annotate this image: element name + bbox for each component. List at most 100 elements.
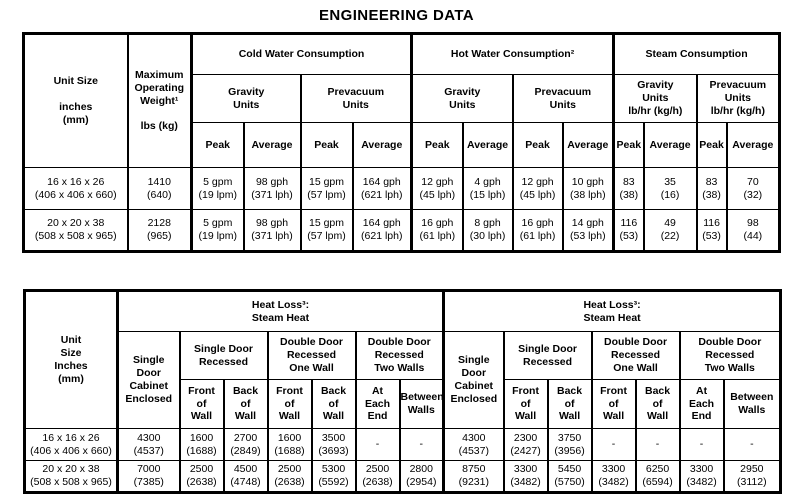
- double-door-recessed-two-walls-header: Double Door Recessed Two Walls: [354, 331, 445, 380]
- average-header: Average: [242, 122, 302, 168]
- data-cell: 10 gph (38 lph): [561, 167, 615, 210]
- heat-loss-table-row: 16 x 16 x 26 (406 x 406 x 660) 4300 (453…: [23, 428, 782, 461]
- hot-gravity-units-header: Gravity Units: [410, 74, 514, 123]
- data-cell: 16 gph (61 lph): [511, 209, 564, 252]
- data-cell: 2500 (2638): [354, 460, 401, 493]
- data-cell: 98 (44): [725, 209, 781, 252]
- data-cell: 164 gph (621 lph): [351, 167, 413, 210]
- data-cell: 83 (38): [695, 167, 728, 210]
- data-cell: 4 gph (15 lph): [461, 167, 514, 210]
- steam-consumption-header: Steam Consumption: [612, 33, 781, 75]
- data-cell: 8 gph (30 lph): [461, 209, 514, 252]
- unit-size-cell: 20 x 20 x 38 (508 x 508 x 965): [22, 209, 129, 252]
- back-of-wall-header: Back of Wall: [222, 379, 269, 429]
- data-cell: -: [398, 428, 445, 461]
- data-cell: 1600 (1688): [178, 428, 225, 461]
- unit-size-cell: 16 x 16 x 26 (406 x 406 x 660): [22, 167, 129, 210]
- data-cell: 3300 (3482): [590, 460, 637, 493]
- weight-cell: 2128 (965): [126, 209, 193, 252]
- data-cell: 83 (38): [612, 167, 645, 210]
- heat-loss-header-row-groups: Unit Size Inches (mm) Heat Loss³: Steam …: [23, 290, 782, 429]
- peak-header: Peak: [410, 122, 464, 168]
- data-cell: 16 gph (61 lph): [410, 209, 464, 252]
- heat-loss-table: Unit Size Inches (mm) Heat Loss³: Steam …: [23, 289, 783, 494]
- back-of-wall-header: Back of Wall: [634, 379, 681, 429]
- data-cell: 116 (53): [695, 209, 728, 252]
- unit-size-column-header: Unit Size Inches (mm): [23, 290, 119, 429]
- data-cell: -: [678, 428, 725, 461]
- data-cell: 2300 (2427): [502, 428, 549, 461]
- data-cell: 5300 (5592): [310, 460, 357, 493]
- average-header: Average: [351, 122, 413, 168]
- heat-loss-header-row-leaf: Front of Wall Back of Wall Front of Wall…: [25, 379, 782, 429]
- data-cell: 3750 (3956): [546, 428, 593, 461]
- data-cell: 15 gpm (57 lpm): [299, 167, 354, 210]
- single-door-recessed-header: Single Door Recessed: [178, 331, 269, 380]
- hot-prevacuum-units-header: Prevacuum Units: [511, 74, 615, 123]
- data-cell: 2950 (3112): [722, 460, 782, 493]
- data-cell: -: [354, 428, 401, 461]
- consumption-table-row: 20 x 20 x 38 (508 x 508 x 965) 2128 (965…: [22, 209, 781, 252]
- data-cell: 116 (53): [612, 209, 645, 252]
- max-operating-weight-header: Maximum Operating Weight¹ lbs (kg): [126, 33, 193, 168]
- data-cell: 2800 (2954): [398, 460, 445, 493]
- double-door-recessed-one-wall-header: Double Door Recessed One Wall: [266, 331, 357, 380]
- data-cell: 15 gpm (57 lpm): [299, 209, 354, 252]
- data-cell: 98 gph (371 lph): [242, 209, 302, 252]
- consumption-table-row: 16 x 16 x 26 (406 x 406 x 660) 1410 (640…: [22, 167, 781, 210]
- single-door-recessed-header: Single Door Recessed: [502, 331, 593, 380]
- between-walls-header: Between Walls: [398, 379, 445, 429]
- cold-water-consumption-header: Cold Water Consumption: [189, 33, 413, 75]
- data-cell: 3300 (3482): [678, 460, 725, 493]
- peak-header: Peak: [511, 122, 564, 168]
- average-header: Average: [725, 122, 781, 168]
- data-cell: 35 (16): [642, 167, 698, 210]
- peak-header: Peak: [299, 122, 354, 168]
- double-door-recessed-two-walls-header: Double Door Recessed Two Walls: [678, 331, 782, 380]
- data-cell: -: [634, 428, 681, 461]
- data-cell: 5 gpm (19 lpm): [190, 167, 245, 210]
- peak-header: Peak: [695, 122, 728, 168]
- heat-loss-header-row-subgroups: Single Door Cabinet Enclosed Single Door…: [25, 331, 782, 429]
- heat-loss-table-row: 20 x 20 x 38 (508 x 508 x 965) 7000 (738…: [23, 460, 782, 493]
- single-door-cabinet-enclosed-header: Single Door Cabinet Enclosed: [116, 331, 181, 429]
- peak-header: Peak: [612, 122, 645, 168]
- back-of-wall-header: Back of Wall: [546, 379, 593, 429]
- data-cell: 3500 (3693): [310, 428, 357, 461]
- unit-size-cell: 20 x 20 x 38 (508 x 508 x 965): [23, 460, 119, 493]
- front-of-wall-header: Front of Wall: [178, 379, 225, 429]
- unit-size-cell: 16 x 16 x 26 (406 x 406 x 660): [23, 428, 119, 461]
- data-cell: 8750 (9231): [442, 460, 505, 493]
- data-cell: 1600 (1688): [266, 428, 313, 461]
- unit-size-column-header: Unit Size inches (mm): [22, 33, 129, 168]
- data-cell: 4300 (4537): [116, 428, 181, 461]
- back-of-wall-header: Back of Wall: [310, 379, 357, 429]
- between-walls-header: Between Walls: [722, 379, 782, 429]
- data-cell: 2700 (2849): [222, 428, 269, 461]
- data-cell: 12 gph (45 lph): [511, 167, 564, 210]
- cold-gravity-units-header: Gravity Units: [190, 74, 302, 123]
- at-each-end-header: At Each End: [678, 379, 725, 429]
- weight-cell: 1410 (640): [126, 167, 193, 210]
- average-header: Average: [461, 122, 514, 168]
- heat-loss-steam-heat-header-right: Heat Loss³: Steam Heat: [442, 290, 782, 332]
- average-header: Average: [561, 122, 615, 168]
- single-door-cabinet-enclosed-header: Single Door Cabinet Enclosed: [442, 331, 505, 429]
- front-of-wall-header: Front of Wall: [266, 379, 313, 429]
- data-cell: 3300 (3482): [502, 460, 549, 493]
- data-cell: 7000 (7385): [116, 460, 181, 493]
- at-each-end-header: At Each End: [354, 379, 401, 429]
- consumption-header-row-groups: Unit Size inches (mm) Maximum Operating …: [22, 33, 781, 168]
- heat-loss-steam-heat-header-left: Heat Loss³: Steam Heat: [115, 290, 445, 332]
- data-cell: 2500 (2638): [178, 460, 225, 493]
- consumption-table: Unit Size inches (mm) Maximum Operating …: [22, 32, 782, 253]
- data-cell: 164 gph (621 lph): [351, 209, 413, 252]
- data-cell: -: [722, 428, 782, 461]
- data-cell: 6250 (6594): [634, 460, 681, 493]
- data-cell: 5 gpm (19 lpm): [190, 209, 245, 252]
- peak-header: Peak: [190, 122, 245, 168]
- steam-gravity-units-header: Gravity Units lb/hr (kg/h): [612, 74, 698, 123]
- page-title: ENGINEERING DATA: [318, 7, 474, 24]
- data-cell: 14 gph (53 lph): [561, 209, 615, 252]
